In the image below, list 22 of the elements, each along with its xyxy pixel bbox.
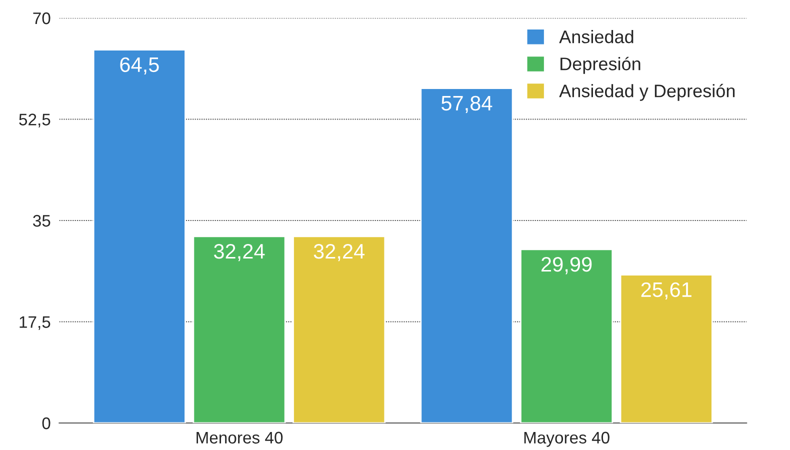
x-tick-label: Mayores 40	[524, 432, 610, 447]
y-tick-label: 52,5	[19, 114, 50, 128]
data-label: 29,99	[542, 256, 592, 274]
bar	[92, 49, 186, 423]
bar	[192, 236, 286, 423]
data-label: 32,24	[214, 244, 265, 262]
data-label: 57,84	[441, 96, 492, 114]
y-tick-label: 17,5	[20, 316, 50, 330]
legend-label: Depresión	[560, 56, 640, 74]
legend-label: Ansiedad y Depresión	[559, 84, 735, 101]
bar	[420, 88, 514, 423]
y-tick-label: 0	[42, 417, 50, 430]
bar	[520, 248, 614, 423]
x-tick-label: Menores 40	[196, 432, 283, 444]
bar	[620, 274, 713, 423]
bar	[292, 236, 386, 423]
y-tick-label: 35	[33, 214, 50, 227]
y-tick-label: 70	[33, 12, 50, 24]
data-label: 64,5	[120, 57, 159, 75]
legend-label: Ansiedad	[559, 30, 634, 44]
data-label: 25,61	[641, 282, 692, 300]
data-label: 32,24	[314, 244, 365, 262]
